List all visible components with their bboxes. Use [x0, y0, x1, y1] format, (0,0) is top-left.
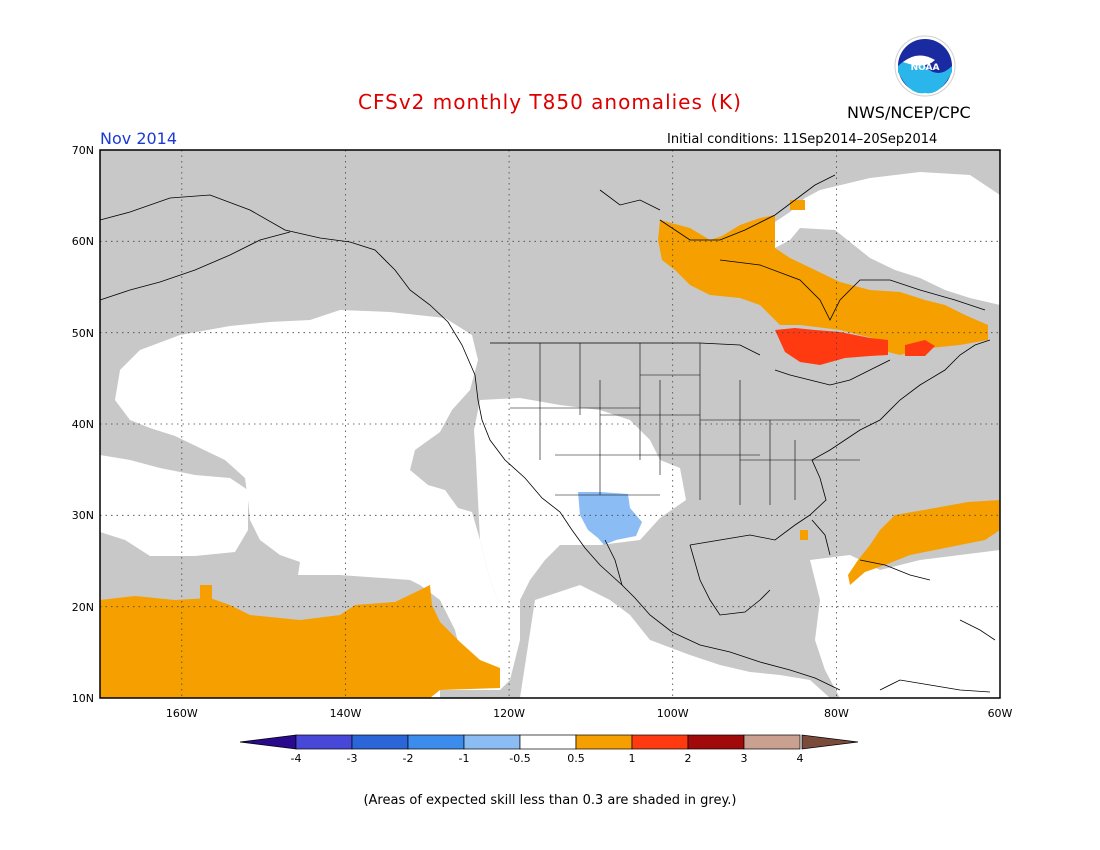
valid-month-label: Nov 2014: [100, 129, 178, 148]
strong-positive-anomaly-areas: [775, 328, 935, 365]
lat-label: 20N: [72, 601, 94, 614]
lon-label: 140W: [330, 707, 362, 720]
lat-label: 30N: [72, 509, 94, 522]
colorbar-label: 0.5: [567, 752, 585, 765]
colorbar-box: [687, 734, 745, 750]
lon-label: 160W: [166, 707, 198, 720]
lon-label: 60W: [988, 707, 1013, 720]
colorbar-arrow-low: [239, 734, 297, 750]
colorbar-label: 2: [685, 752, 692, 765]
state-borders: [510, 343, 860, 505]
lat-label: 60N: [72, 235, 94, 248]
colorbar-label: -0.5: [509, 752, 530, 765]
colorbar-label: 1: [629, 752, 636, 765]
colorbar-box: [631, 734, 689, 750]
colorbar-box: [463, 734, 521, 750]
initial-conditions-label: Initial conditions: 11Sep2014–20Sep2014: [667, 132, 938, 147]
colorbar-box: [519, 734, 577, 750]
colorbar-box: [351, 734, 409, 750]
map-panel: [99, 149, 1001, 699]
colorbar-label: -2: [403, 752, 414, 765]
map-title: CFSv2 monthly T850 anomalies (K): [358, 90, 742, 114]
lon-label: 120W: [493, 707, 525, 720]
near-normal-areas: [100, 172, 1000, 698]
colorbar-box: [295, 734, 353, 750]
longitude-labels: 160W 140W 120W 100W 80W 60W: [166, 707, 1013, 720]
organization-label: NWS/NCEP/CPC: [847, 103, 971, 122]
colorbar-box: [407, 734, 465, 750]
lat-label: 50N: [72, 327, 94, 340]
colorbar-label: -4: [291, 752, 302, 765]
colorbar-arrow-high: [801, 734, 859, 750]
colorbar-label: -1: [459, 752, 470, 765]
lon-label: 80W: [824, 707, 849, 720]
colorbar-box: [743, 734, 801, 750]
lat-label: 10N: [72, 692, 94, 705]
latitude-labels: 70N 60N 50N 40N 30N 20N 10N: [72, 144, 94, 705]
negative-anomaly-area: [578, 492, 642, 545]
noaa-logo: NOAA: [894, 35, 956, 97]
positive-anomaly-areas: [100, 200, 1000, 698]
footer-note: (Areas of expected skill less than 0.3 a…: [363, 793, 737, 808]
noaa-logo-text: NOAA: [911, 63, 940, 73]
lat-label: 40N: [72, 418, 94, 431]
map-frame: [99, 149, 1001, 699]
lat-label: 70N: [72, 144, 94, 157]
colorbar-label: -3: [347, 752, 358, 765]
lon-label: 100W: [657, 707, 689, 720]
map-gridlines: [100, 150, 1000, 698]
colorbar-label: 4: [797, 752, 804, 765]
colorbar-box: [575, 734, 633, 750]
colorbar: -4 -3 -2 -1 -0.5 0.5 1 2 3 4: [239, 734, 859, 765]
colorbar-label: 3: [741, 752, 748, 765]
